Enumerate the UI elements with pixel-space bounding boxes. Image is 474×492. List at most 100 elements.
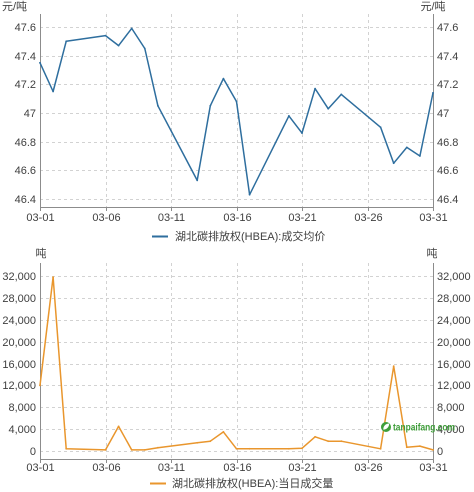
price-y-unit-left: 元/吨 (2, 0, 27, 13)
volume-chart: 吨 吨 32,000 32,000 28,000 28,000 24,000 24,000… (2, 247, 470, 474)
watermark-text: tanpaifang.com (393, 423, 455, 434)
price-series (39, 27, 434, 196)
volume-y-tick-label-right: 8,000 (437, 402, 465, 414)
price-data-point (379, 126, 382, 129)
volume-data-point (248, 447, 251, 450)
volume-x-tick-label: 03-11 (158, 462, 185, 474)
price-y-tick-label-right: 47 (437, 108, 449, 120)
price-data-point (157, 104, 159, 107)
price-data-point (405, 146, 408, 149)
volume-y-tick-label-right: 20,000 (437, 337, 471, 349)
volume-data-point (301, 447, 303, 450)
volume-data-point (157, 446, 159, 449)
price-data-point (419, 155, 421, 157)
volume-y-tick-label-left: 12,000 (2, 380, 36, 392)
volume-y-tick-label-right: 4,000 (437, 424, 465, 436)
volume-gridlines (40, 263, 434, 459)
volume-data-point (209, 440, 212, 443)
volume-legend: 湖北碳排放权(HBEA):当日成交量 (150, 476, 333, 490)
volume-y-tick-label-right: 16,000 (437, 359, 471, 371)
volume-data-point (379, 447, 382, 450)
volume-data-point (288, 447, 290, 450)
price-x-tick-label: 03-26 (354, 212, 382, 224)
price-data-point (209, 104, 212, 107)
volume-y-unit-left: 吨 (36, 247, 47, 260)
price-data-point (301, 132, 303, 135)
price-data-point (65, 40, 68, 43)
volume-x-tick-label: 03-26 (354, 462, 382, 474)
price-data-point (340, 93, 343, 96)
volume-data-point (405, 446, 408, 449)
volume-data-point (52, 276, 54, 278)
price-x-tick-label: 03-01 (26, 212, 54, 224)
price-axes (40, 14, 434, 211)
volume-y-tick-label-right: 32,000 (437, 271, 471, 283)
volume-data-point (117, 425, 120, 428)
volume-data-point (340, 440, 343, 443)
price-y-tick-label-left: 47.6 (15, 22, 36, 34)
volume-series-line (39, 276, 434, 451)
price-data-point (222, 77, 225, 80)
price-x-tick-label: 03-16 (223, 212, 251, 224)
price-data-point (314, 87, 316, 90)
watermark-logo: tanpaifang.com (381, 422, 455, 434)
leaf-shape-icon (383, 423, 390, 430)
volume-x-tick-label: 03-06 (92, 462, 120, 474)
price-y-tick-label-left: 46.4 (15, 194, 36, 206)
volume-y-tick-label-right: 28,000 (437, 293, 471, 305)
volume-data-point (39, 384, 41, 387)
price-y-unit-right: 元/吨 (420, 0, 445, 13)
price-y-tick-label-right: 46.4 (437, 194, 458, 206)
price-data-point (392, 162, 395, 165)
volume-y-tick-label-left: 0 (30, 446, 36, 458)
volume-data-point (143, 449, 146, 451)
volume-x-tick-label: 03-16 (223, 462, 251, 474)
volume-y-tick-label-left: 4,000 (8, 424, 36, 436)
price-y-tick-label-right: 46.8 (437, 137, 458, 149)
volume-data-point (432, 449, 434, 451)
price-data-point (143, 47, 146, 50)
volume-data-point (104, 449, 107, 451)
volume-axes (40, 263, 434, 463)
volume-x-tick-label: 03-31 (419, 462, 447, 474)
volume-data-point (222, 431, 225, 433)
price-data-point (117, 44, 120, 47)
volume-legend-label: 湖北碳排放权(HBEA):当日成交量 (172, 476, 333, 490)
volume-y-tick-label-left: 8,000 (8, 402, 36, 414)
price-series-line (39, 27, 434, 196)
price-data-point (288, 115, 290, 117)
price-y-tick-label-left: 46.8 (15, 137, 36, 149)
price-y-tick-label-right: 47.6 (437, 22, 458, 34)
price-data-point (104, 34, 107, 37)
volume-series (39, 276, 434, 451)
price-data-point (196, 179, 199, 182)
price-y-tick-label-left: 47 (24, 108, 36, 120)
volume-y-tick-label-left: 16,000 (2, 359, 36, 371)
price-data-point (248, 193, 251, 196)
price-x-axis-labels: 03-01 03-06 03-11 03-16 03-21 03-26 03-31 (26, 212, 447, 224)
price-x-tick-label: 03-21 (288, 212, 316, 224)
price-gridlines (40, 14, 434, 207)
price-data-point (52, 90, 54, 93)
price-x-tick-label: 03-11 (158, 212, 185, 224)
price-y-tick-label-left: 47.2 (15, 79, 36, 91)
price-y-axis-labels: 47.6 47.6 47.4 47.4 47.2 47.2 47 47 46.8 46.8 46.6… (15, 22, 459, 206)
volume-y-tick-label-right: 0 (437, 446, 443, 458)
volume-y-tick-label-left: 28,000 (2, 293, 36, 305)
price-y-tick-label-left: 47.4 (15, 51, 36, 63)
volume-y-tick-label-right: 24,000 (437, 315, 471, 327)
volume-data-point (327, 440, 330, 443)
price-data-point (39, 61, 41, 64)
price-legend-label: 湖北碳排放权(HBEA):成交均价 (175, 229, 325, 243)
volume-x-tick-label: 03-01 (26, 462, 54, 474)
volume-data-point (130, 449, 133, 451)
volume-data-point (196, 441, 199, 444)
volume-data-point (65, 447, 68, 450)
volume-data-point (392, 365, 395, 368)
volume-x-axis-labels: 03-01 03-06 03-11 03-16 03-21 03-26 03-31 (26, 462, 447, 474)
volume-y-axis-labels: 32,000 32,000 28,000 28,000 24,000 24,000 20,0… (2, 271, 470, 458)
price-chart: 元/吨 元/吨 47.6 47.6 47.4 47.4 47.2 47.2 47 47 46.8… (2, 0, 458, 224)
volume-x-tick-label: 03-21 (288, 462, 316, 474)
volume-y-tick-label-left: 32,000 (2, 271, 36, 283)
